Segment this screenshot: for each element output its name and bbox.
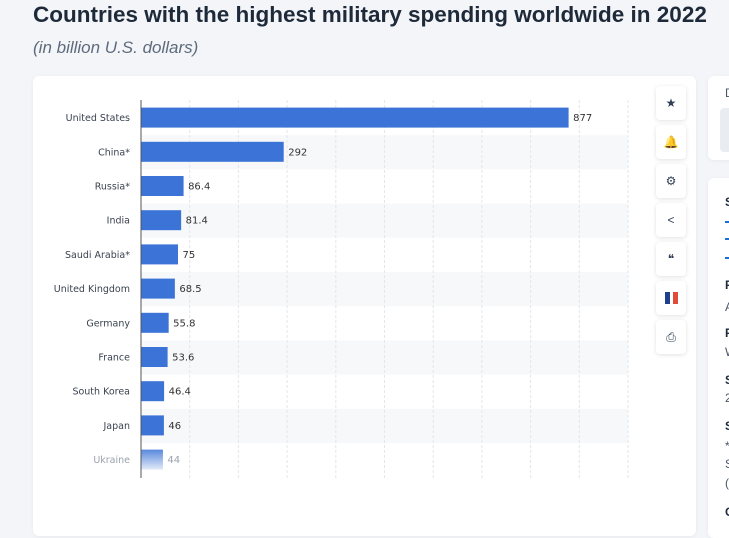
side-panel-link[interactable] bbox=[725, 221, 729, 223]
category-label: Ukraine bbox=[93, 455, 130, 466]
bar bbox=[141, 415, 164, 436]
side-panel-text: S bbox=[725, 457, 729, 471]
category-label: United States bbox=[66, 113, 130, 124]
bar bbox=[141, 347, 168, 367]
side-panel-text: S bbox=[725, 419, 729, 433]
print-icon: ⎙ bbox=[666, 329, 676, 344]
page-title: Countries with the highest military spen… bbox=[33, 2, 707, 27]
value-label: 55.8 bbox=[173, 318, 195, 329]
page-subtitle: (in billion U.S. dollars) bbox=[33, 38, 199, 57]
share-button[interactable]: < bbox=[656, 203, 686, 237]
value-label: 44 bbox=[167, 455, 180, 466]
side-panel-text: W bbox=[725, 345, 729, 359]
bar bbox=[141, 210, 182, 231]
category-label: United Kingdom bbox=[54, 284, 130, 295]
bar bbox=[141, 449, 163, 470]
side-panel-text: F bbox=[725, 278, 729, 292]
side-card-top bbox=[708, 76, 729, 160]
category-label: South Korea bbox=[72, 387, 130, 398]
side-card-info bbox=[708, 178, 729, 538]
share-icon: < bbox=[667, 213, 675, 227]
category-label: Germany bbox=[86, 318, 130, 329]
quote-button[interactable]: ❝ bbox=[656, 242, 686, 276]
side-panel-text: S bbox=[725, 195, 729, 209]
bar bbox=[141, 141, 284, 162]
side-panel-text: C bbox=[725, 505, 729, 519]
gear-button[interactable]: ⚙ bbox=[656, 164, 686, 198]
value-label: 292 bbox=[288, 147, 307, 158]
side-panel-text: ( bbox=[725, 476, 729, 490]
print-button[interactable]: ⎙ bbox=[656, 320, 686, 354]
value-label: 81.4 bbox=[186, 216, 208, 227]
star-button[interactable]: ★ bbox=[656, 86, 686, 120]
side-panel-text: F bbox=[725, 326, 729, 340]
value-label: 86.4 bbox=[188, 182, 210, 193]
category-label: Russia* bbox=[95, 182, 131, 193]
category-label: China* bbox=[98, 147, 130, 158]
bell-button[interactable]: 🔔 bbox=[656, 125, 686, 159]
category-label: Saudi Arabia* bbox=[65, 250, 130, 261]
gear-icon: ⚙ bbox=[665, 174, 677, 188]
side-panel-text: 2 bbox=[725, 391, 729, 405]
french-flag-button[interactable] bbox=[656, 281, 686, 315]
bell-icon: 🔔 bbox=[663, 135, 679, 149]
side-panel-link[interactable] bbox=[725, 238, 729, 240]
bar-chart: United States 877 China* 292 Russia* 86.4 Indi… bbox=[54, 100, 629, 478]
bar bbox=[141, 278, 175, 299]
bar bbox=[141, 107, 569, 128]
value-label: 68.5 bbox=[179, 284, 201, 295]
bar bbox=[141, 381, 165, 402]
value-label: 75 bbox=[183, 250, 196, 261]
value-label: 46 bbox=[168, 421, 181, 432]
category-label: France bbox=[98, 353, 130, 364]
side-panel-text: * bbox=[725, 439, 729, 453]
french-flag-icon bbox=[664, 292, 678, 304]
star-icon: ★ bbox=[665, 96, 677, 110]
dropdown-box[interactable] bbox=[720, 108, 729, 152]
category-label: India bbox=[107, 216, 130, 227]
bar bbox=[141, 176, 184, 196]
side-panel-text: D bbox=[725, 86, 729, 100]
value-label: 53.6 bbox=[172, 353, 194, 364]
quote-icon: ❝ bbox=[667, 252, 675, 266]
side-panel-text: A bbox=[725, 300, 729, 314]
value-label: 877 bbox=[573, 113, 592, 124]
bar bbox=[141, 244, 179, 265]
category-label: Japan bbox=[103, 421, 131, 432]
value-label: 46.4 bbox=[169, 387, 191, 398]
side-panel-link[interactable] bbox=[725, 257, 729, 259]
side-panel-text: S bbox=[725, 373, 729, 387]
bar bbox=[141, 312, 169, 333]
